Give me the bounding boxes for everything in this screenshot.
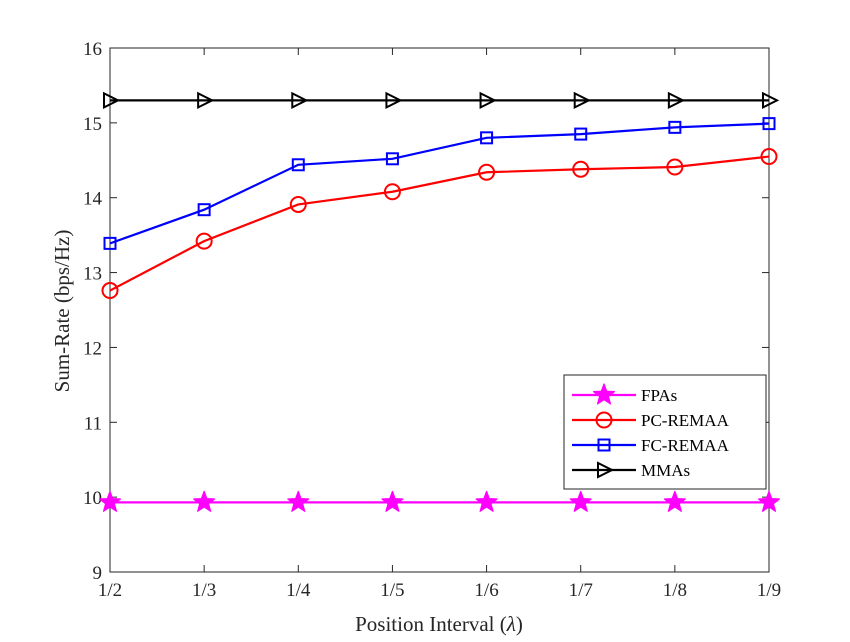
data-point-pc-remaa	[478, 163, 496, 181]
x-tick-label: 1/2	[98, 580, 122, 601]
data-point-mmas	[291, 91, 309, 110]
series-mmas	[103, 91, 780, 110]
series-line-pc-remaa	[109, 155, 770, 292]
series-fc-remaa	[103, 117, 776, 250]
legend-marker-fpas	[592, 383, 616, 405]
data-point-fpas	[663, 490, 686, 512]
y-tick-label: 9	[93, 563, 103, 584]
x-tick-label: 1/7	[569, 580, 593, 601]
data-point-mmas	[573, 91, 591, 110]
legend-marker-pc-remaa	[595, 411, 613, 429]
data-point-mmas	[385, 91, 403, 110]
data-point-fpas	[381, 490, 404, 512]
x-tick-label: 1/8	[663, 580, 687, 601]
data-point-mmas	[197, 91, 215, 110]
x-tick-label: 1/6	[474, 580, 498, 601]
y-axis-label: Sum-Rate (bps/Hz)	[50, 230, 74, 393]
y-tick-label: 14	[83, 189, 103, 210]
data-point-fpas	[475, 490, 498, 512]
data-point-fpas	[569, 490, 592, 512]
data-point-fpas	[193, 490, 216, 512]
data-point-mmas	[479, 91, 497, 110]
data-point-mmas	[103, 91, 121, 110]
data-point-pc-remaa	[666, 158, 684, 176]
data-point-pc-remaa	[195, 232, 213, 250]
x-tick-label: 1/4	[286, 580, 311, 601]
legend-marker-mmas	[597, 461, 615, 479]
data-point-pc-remaa	[383, 183, 401, 201]
y-tick-label: 12	[83, 338, 102, 359]
data-point-fc-remaa	[291, 158, 305, 172]
legend-marker-fc-remaa	[597, 438, 611, 452]
legend: FPAs PC-REMAA FC-REMAA MMAs	[563, 374, 767, 490]
series-pc-remaa	[101, 148, 778, 300]
y-tick-label: 11	[84, 413, 102, 434]
x-tick-label: 1/9	[757, 580, 781, 601]
data-point-pc-remaa	[760, 148, 778, 166]
data-point-pc-remaa	[101, 282, 119, 300]
data-point-fc-remaa	[385, 152, 399, 166]
y-tick-label: 15	[83, 114, 102, 135]
data-point-fc-remaa	[668, 120, 682, 134]
y-tick-label: 16	[83, 39, 102, 60]
data-point-fc-remaa	[574, 127, 588, 141]
y-tick-label: 10	[83, 488, 102, 509]
data-point-mmas	[667, 91, 686, 110]
series-fpas	[98, 490, 781, 512]
data-point-mmas	[762, 91, 780, 110]
x-axis-label: Position Interval (λ)	[355, 612, 523, 636]
data-point-fpas	[98, 490, 122, 512]
data-point-fc-remaa	[480, 131, 494, 145]
legend-label-fc-remaa: FC-REMAA	[641, 436, 730, 455]
data-point-pc-remaa	[572, 160, 590, 178]
legend-label-fpas: FPAs	[641, 386, 677, 405]
data-point-fpas	[287, 490, 310, 512]
y-tick-label: 13	[83, 264, 102, 285]
data-point-fc-remaa	[197, 203, 211, 217]
legend-label-pc-remaa: PC-REMAA	[641, 411, 730, 430]
x-tick-label: 1/5	[380, 580, 404, 601]
plot-area-frame	[109, 47, 770, 573]
data-point-fc-remaa	[103, 236, 117, 250]
x-tick-label: 1/3	[192, 580, 216, 601]
series-line-fc-remaa	[109, 122, 770, 245]
data-point-fc-remaa	[762, 117, 776, 131]
data-point-pc-remaa	[289, 195, 307, 213]
data-point-fpas	[757, 490, 781, 512]
legend-label-mmas: MMAs	[641, 461, 690, 480]
